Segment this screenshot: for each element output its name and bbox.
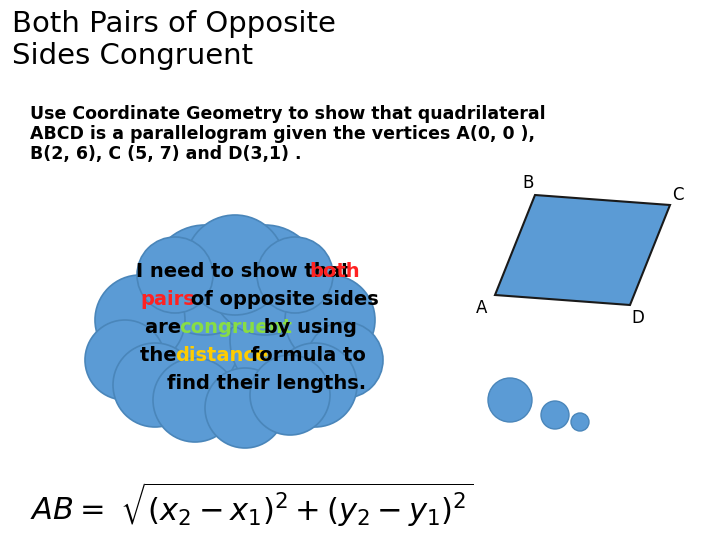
Text: the: the (140, 346, 184, 365)
Circle shape (257, 237, 333, 313)
Circle shape (120, 280, 240, 400)
Circle shape (488, 378, 532, 422)
Circle shape (571, 413, 589, 431)
Text: Use Coordinate Geometry to show that quadrilateral: Use Coordinate Geometry to show that qua… (30, 105, 546, 123)
Text: distance: distance (175, 346, 269, 365)
Circle shape (205, 368, 285, 448)
Circle shape (230, 280, 350, 400)
Circle shape (137, 237, 213, 313)
Polygon shape (495, 195, 670, 305)
Text: congruent: congruent (179, 318, 292, 337)
Circle shape (185, 215, 285, 315)
Text: A: A (477, 299, 487, 317)
Circle shape (95, 275, 185, 365)
Text: C: C (672, 186, 684, 204)
Text: B: B (522, 174, 534, 192)
Text: by using: by using (257, 318, 357, 337)
Circle shape (160, 255, 310, 405)
Text: $\mathit{AB} = \ \sqrt{(x_2 - x_1)^2 + (y_2 - y_1)^2}$: $\mathit{AB} = \ \sqrt{(x_2 - x_1)^2 + (… (30, 480, 473, 529)
Text: both: both (310, 262, 360, 281)
Text: of opposite sides: of opposite sides (184, 290, 378, 309)
Circle shape (210, 225, 320, 335)
Text: B(2, 6), C (5, 7) and D(3,1) .: B(2, 6), C (5, 7) and D(3,1) . (30, 145, 302, 163)
Text: find their lengths.: find their lengths. (140, 374, 366, 393)
Text: ABCD is a parallelogram given the vertices A(0, 0 ),: ABCD is a parallelogram given the vertic… (30, 125, 535, 143)
Circle shape (541, 401, 569, 429)
Circle shape (250, 355, 330, 435)
Circle shape (150, 225, 260, 335)
Circle shape (285, 275, 375, 365)
Text: D: D (631, 309, 644, 327)
Text: Both Pairs of Opposite
Sides Congruent: Both Pairs of Opposite Sides Congruent (12, 10, 336, 70)
Text: formula to: formula to (244, 346, 366, 365)
Circle shape (113, 343, 197, 427)
Circle shape (85, 320, 165, 400)
Circle shape (273, 343, 357, 427)
Circle shape (307, 322, 383, 398)
Text: pairs: pairs (140, 290, 195, 309)
Circle shape (153, 358, 237, 442)
Text: I need to show that: I need to show that (136, 262, 356, 281)
Text: are: are (145, 318, 187, 337)
